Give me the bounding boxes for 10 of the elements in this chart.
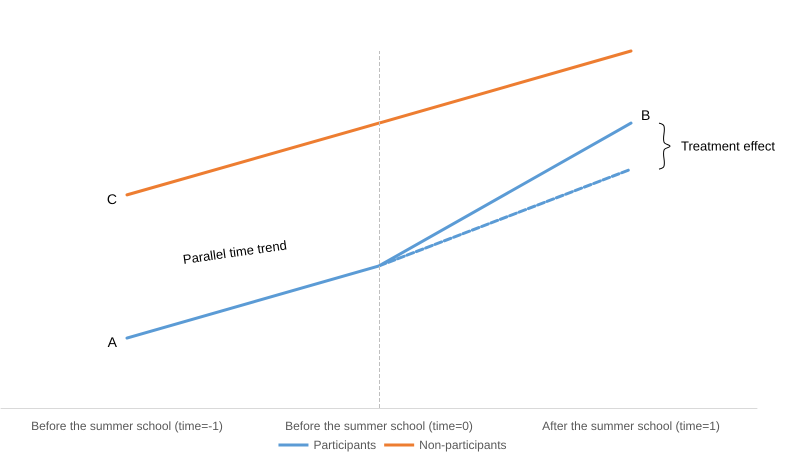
- legend-label: Participants: [313, 438, 376, 452]
- x-tick-label: Before the summer school (time=0): [285, 419, 473, 433]
- annotation: Treatment effect: [681, 138, 776, 154]
- legend-label: Non-participants: [419, 438, 507, 452]
- annotation: Parallel time trend: [182, 237, 288, 267]
- x-tick-label: Before the summer school (time=-1): [31, 419, 223, 433]
- annotation: A: [108, 334, 118, 350]
- annotation: B: [641, 107, 650, 124]
- annotation: C: [106, 190, 117, 207]
- x-tick-label: After the summer school (time=1): [542, 419, 720, 433]
